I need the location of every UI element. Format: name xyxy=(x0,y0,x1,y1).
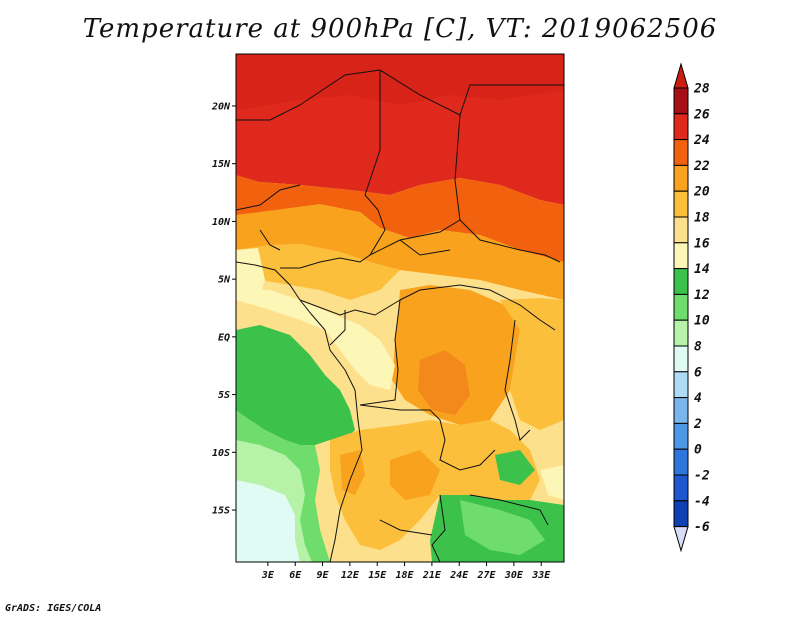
latitude-axis: 20N 15N 10N 5N EQ 5S 10S 15S xyxy=(211,101,236,517)
lon-tick-label: 18E xyxy=(396,570,415,581)
colorbar-segment xyxy=(673,139,689,166)
colorbar-segment xyxy=(673,397,689,424)
lon-tick-label: 27E xyxy=(477,570,497,581)
lon-tick-label: 3E xyxy=(261,570,275,581)
lon-tick-label: 12E xyxy=(341,570,360,581)
colorbar-label: 6 xyxy=(694,365,702,380)
colorbar-label: 12 xyxy=(694,288,710,303)
colorbar-label: 22 xyxy=(693,159,710,174)
colorbar-label: 20 xyxy=(693,185,710,200)
colorbar-label: 16 xyxy=(694,236,710,251)
colorbar-label: 8 xyxy=(694,340,702,355)
lat-tick-label: 5N xyxy=(218,275,231,286)
colorbar-segment xyxy=(673,371,689,399)
colorbar-top-arrow xyxy=(673,62,689,89)
colorbar-label: 4 xyxy=(694,391,702,406)
colorbar-label: 14 xyxy=(694,262,710,277)
colorbar-segment xyxy=(673,500,689,528)
colorbar-label: 10 xyxy=(694,314,710,329)
lat-tick-label: 10S xyxy=(212,448,230,459)
colorbar-label: 2 xyxy=(693,417,702,432)
lat-tick-label: 20N xyxy=(211,101,231,112)
lat-tick-label: 5S xyxy=(218,390,230,401)
colorbar-label: 0 xyxy=(694,443,702,458)
colorbar-segment xyxy=(673,113,689,141)
lon-tick-label: 6E xyxy=(289,570,302,581)
colorbar-segment xyxy=(673,87,689,115)
colorbar-label: 24 xyxy=(693,133,710,148)
colorbar-label: -4 xyxy=(694,494,710,509)
colorbar-label: -2 xyxy=(694,469,710,484)
colorbar-label: 18 xyxy=(694,211,710,226)
colorbar-segment xyxy=(673,345,689,373)
colorbar-segment xyxy=(673,164,689,192)
lon-tick-label: 24E xyxy=(449,570,469,581)
lon-tick-label: 30E xyxy=(504,570,524,581)
map-frame xyxy=(235,53,565,563)
colorbar-segment xyxy=(673,474,689,502)
longitude-axis: 3E 6E 9E 12E 15E 18E 21E 24E 27E 30E 33E xyxy=(261,562,551,581)
colorbar-segment xyxy=(673,319,689,347)
colorbar-segment xyxy=(673,422,689,450)
colorbar-label: 28 xyxy=(693,82,710,97)
lat-tick-label: 10N xyxy=(212,217,231,228)
colorbar-segment xyxy=(673,268,689,295)
grads-credit: GrADS: IGES/COLA xyxy=(5,603,102,614)
lat-tick-label: 15S xyxy=(212,506,230,517)
colorbar-bottom-arrow xyxy=(673,526,689,553)
lon-tick-label: 21E xyxy=(422,570,442,581)
lat-tick-label: 15N xyxy=(212,159,231,170)
colorbar-label: 26 xyxy=(693,107,710,122)
country-borders xyxy=(236,69,564,562)
colorbar-segment xyxy=(673,293,689,321)
colorbar-segment xyxy=(673,216,689,244)
colorbar-segment xyxy=(673,448,689,476)
lon-tick-label: 15E xyxy=(368,570,387,581)
lat-tick-label: EQ xyxy=(218,332,230,343)
lon-tick-label: 9E xyxy=(317,570,330,581)
colorbar-segment xyxy=(673,242,689,270)
colorbar-segment xyxy=(673,190,689,218)
colorbar-label: -6 xyxy=(694,520,710,535)
lon-tick-label: 33E xyxy=(531,570,551,581)
temperature-field xyxy=(236,54,564,562)
map-title: Temperature at 900hPa [C], VT: 201906250… xyxy=(82,14,718,44)
